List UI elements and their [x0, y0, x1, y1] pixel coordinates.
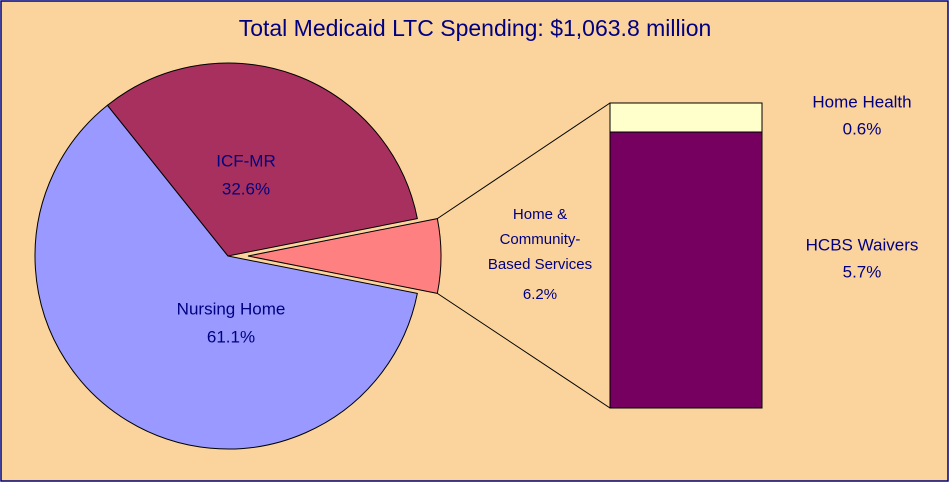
pie-slice — [247, 218, 442, 294]
slice-label: Home & Community-Based Services — [488, 206, 592, 273]
connector-line — [437, 102, 611, 220]
bar-value-label: 5.7% — [843, 262, 882, 281]
slice-label: ICF-MR — [216, 151, 275, 170]
bar-label: HCBS Waivers — [806, 235, 919, 254]
bar-value-label: 0.6% — [843, 119, 882, 138]
connector-line — [437, 292, 611, 409]
pie-slice — [34, 104, 418, 450]
slice-value-label: 6.2% — [523, 286, 557, 303]
slice-label: Nursing Home — [177, 299, 286, 318]
bar-segment — [609, 102, 763, 133]
slice-value-label: 61.1% — [207, 327, 255, 346]
chart-title: Total Medicaid LTC Spending: $1,063.8 mi… — [239, 15, 712, 41]
slice-value-label: 32.6% — [222, 179, 270, 198]
bar-segment — [609, 131, 763, 409]
pie-slice — [106, 62, 418, 257]
bar-label: Home Health — [812, 92, 911, 111]
